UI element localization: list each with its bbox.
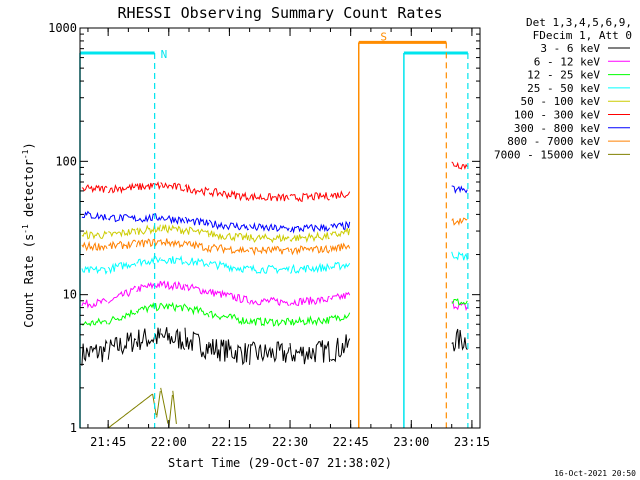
- y-tick-label-1: 10: [63, 288, 77, 302]
- series-line-3: [81, 251, 468, 275]
- chart-title: RHESSI Observing Summary Count Rates: [117, 4, 442, 22]
- series-4: [81, 223, 351, 244]
- flag-label-saa: S: [380, 30, 387, 43]
- legend-label-4: 50 - 100 keV: [521, 95, 601, 108]
- series-6: [81, 185, 468, 234]
- svg-text:Count Rate (s-1 detector-1): Count Rate (s-1 detector-1): [21, 142, 36, 327]
- legend-label-3: 25 - 50 keV: [527, 82, 600, 95]
- flag-saa: S: [357, 30, 447, 428]
- y-tick-label-3: 1000: [48, 21, 77, 35]
- x-tick-label-2: 22:15: [211, 435, 247, 449]
- y-tick-label-2: 100: [55, 154, 77, 168]
- legend-label-8: 7000 - 15000 keV: [494, 148, 600, 161]
- series-line-7: [81, 217, 468, 256]
- series-2: [81, 298, 468, 327]
- x-tick-label-1: 22:00: [151, 435, 187, 449]
- x-tick-label-0: 21:45: [90, 435, 126, 449]
- series-line-2: [81, 298, 468, 327]
- legend-label-6: 300 - 800 keV: [514, 122, 600, 135]
- series-5: [81, 161, 468, 203]
- series-line-5: [81, 161, 468, 203]
- x-tick-label-5: 23:00: [393, 435, 429, 449]
- legend-label-0: 3 - 6 keV: [540, 42, 600, 55]
- legend-label-7: 800 - 7000 keV: [507, 135, 600, 148]
- series-7: [81, 217, 468, 256]
- x-tick-label-6: 23:15: [454, 435, 490, 449]
- series-line-4: [81, 223, 351, 244]
- y-tick-label-0: 1: [70, 421, 77, 435]
- x-tick-label-4: 22:45: [333, 435, 369, 449]
- legend-header-detectors: Det 1,3,4,5,6,9,: [526, 16, 632, 29]
- legend-label-1: 6 - 12 keV: [534, 55, 601, 68]
- legend-header-decimation: FDecim 1, Att 0: [533, 29, 632, 42]
- axes: 1 10 100 1000 21:45 22:00 22:15 22:30 22:45 23:00…: [48, 21, 490, 449]
- series-line-6: [81, 185, 468, 234]
- plot-frame: [79, 27, 481, 429]
- x-axis-label: Start Time (29-Oct-07 21:38:02): [168, 456, 392, 470]
- series-line-1: [81, 280, 468, 311]
- legend: Det 1,3,4,5,6,9, FDecim 1, Att 0 3 - 6 k…: [494, 16, 632, 161]
- plot-area: NS: [79, 30, 469, 429]
- flag-label-night: N: [161, 48, 168, 61]
- series-0: [81, 327, 468, 366]
- series-line-0: [81, 327, 468, 366]
- series-1: [81, 280, 468, 311]
- legend-label-2: 12 - 25 keV: [527, 69, 600, 82]
- y-axis-label: Count Rate (s-1 detector-1): [21, 142, 36, 327]
- x-tick-label-3: 22:30: [272, 435, 308, 449]
- series-3: [81, 251, 468, 275]
- generated-timestamp: 16-Oct-2021 20:50: [554, 469, 636, 478]
- legend-label-5: 100 - 300 keV: [514, 109, 600, 122]
